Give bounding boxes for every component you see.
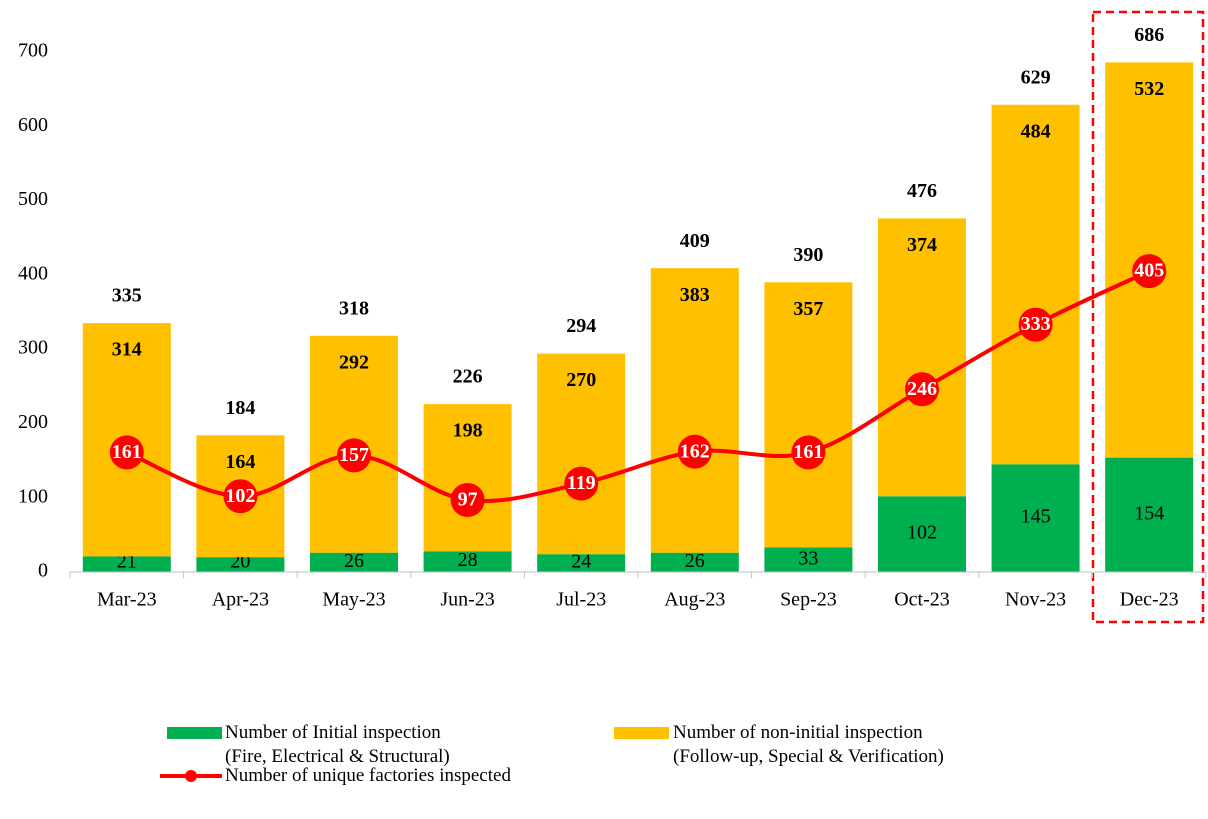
bar-segment [764, 547, 853, 572]
line-marker [337, 438, 371, 473]
x-tick-label: Dec-23 [1120, 589, 1179, 611]
legend-label: Number of non-initial inspection (Follow… [673, 722, 944, 767]
bar-segment [537, 353, 626, 555]
total-label: 335 [112, 285, 142, 307]
line-label: 246 [907, 378, 937, 400]
data-label: 154 [1134, 502, 1164, 524]
data-label: 26 [344, 550, 364, 572]
line-marker [677, 434, 712, 469]
data-label: 26 [685, 550, 705, 572]
line-marker [564, 466, 599, 501]
line-marker [905, 372, 939, 407]
data-label: 484 [1021, 120, 1051, 142]
bar-segment [196, 557, 285, 572]
line-marker [109, 435, 144, 470]
y-tick-label: 300 [18, 337, 48, 359]
data-label: 314 [112, 339, 142, 361]
highlight-box [1091, 10, 1205, 624]
line-marker [223, 479, 258, 514]
total-label: 476 [907, 180, 937, 202]
data-label: 383 [680, 284, 710, 306]
line-label: 405 [1134, 260, 1164, 282]
line-marker [1132, 254, 1167, 289]
x-tick-label: Nov-23 [1005, 589, 1066, 611]
data-label: 164 [225, 451, 255, 473]
line-label: 102 [225, 485, 255, 507]
total-label: 226 [453, 366, 483, 388]
bar-segment [82, 556, 171, 572]
x-tick-label: May-23 [322, 589, 385, 611]
bar-segment [423, 404, 512, 552]
bar-segment [537, 554, 626, 572]
bar-segment [878, 496, 966, 572]
x-tick-label: Jul-23 [556, 589, 606, 611]
data-label: 532 [1134, 78, 1164, 100]
data-label: 24 [571, 551, 591, 573]
data-label: 145 [1021, 506, 1051, 528]
data-label: 28 [458, 549, 478, 571]
total-label: 390 [793, 244, 823, 266]
data-label: 292 [339, 351, 369, 373]
total-label: 409 [680, 230, 710, 252]
y-tick-label: 500 [18, 188, 48, 210]
bar-segment [310, 552, 398, 572]
bar-segment [764, 282, 853, 548]
legend-label: Number of unique factories inspected [225, 765, 511, 786]
data-label: 270 [566, 369, 596, 391]
legend-swatch [167, 727, 222, 739]
x-tick-label: Jun-23 [440, 589, 494, 611]
legend-swatch [185, 770, 197, 782]
data-label: 374 [907, 234, 937, 256]
total-label: 318 [339, 297, 369, 319]
line-label: 333 [1021, 313, 1051, 335]
total-label: 294 [566, 315, 596, 337]
bar-segment [991, 464, 1080, 572]
data-label: 198 [453, 420, 483, 442]
legend-swatch [614, 727, 669, 739]
y-tick-label: 200 [18, 411, 48, 433]
bar-segment [1105, 457, 1194, 572]
line-label: 161 [112, 441, 142, 463]
x-tick-label: Apr-23 [212, 589, 269, 611]
y-tick-label: 400 [18, 262, 48, 284]
line-label: 119 [567, 472, 596, 494]
line-marker [1018, 307, 1053, 342]
bar-segment [423, 551, 512, 572]
bar-segment [650, 552, 739, 572]
data-label: 33 [798, 547, 818, 569]
y-tick-label: 100 [18, 485, 48, 507]
data-label: 357 [793, 298, 823, 320]
x-tick-label: Sep-23 [780, 589, 837, 611]
data-label: 102 [907, 522, 937, 544]
y-tick-label: 700 [18, 40, 48, 62]
y-tick-label: 0 [38, 560, 48, 582]
line-marker [791, 435, 826, 470]
x-tick-label: Mar-23 [97, 589, 157, 611]
line-label: 157 [339, 444, 369, 466]
bar-segment [991, 104, 1080, 465]
x-tick-label: Aug-23 [664, 589, 725, 611]
x-tick-label: Oct-23 [894, 589, 950, 611]
total-label: 184 [225, 397, 255, 419]
y-tick-label: 600 [18, 114, 48, 136]
legend-label: Number of Initial inspection (Fire, Elec… [225, 722, 450, 767]
line-label: 161 [793, 441, 823, 463]
line-label: 162 [680, 440, 710, 462]
bar-segment [878, 218, 966, 497]
total-label: 629 [1021, 66, 1051, 88]
line [126, 269, 1151, 503]
total-label: 686 [1134, 24, 1164, 46]
line-label: 97 [458, 489, 478, 511]
line-marker [450, 482, 485, 517]
bar-segment [650, 268, 739, 553]
